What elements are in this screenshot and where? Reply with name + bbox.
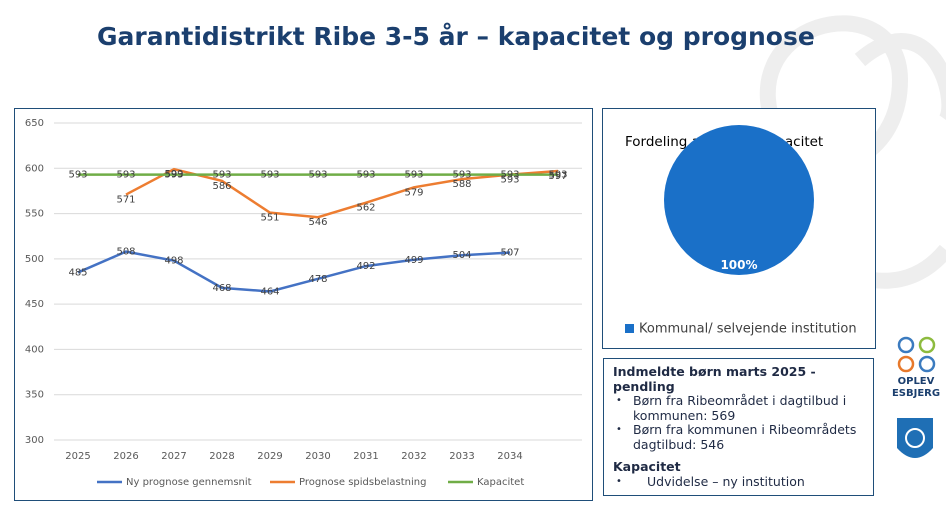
data-label: 508 <box>116 247 135 258</box>
y-tick-label: 450 <box>25 299 44 310</box>
data-label: 593 <box>356 170 375 181</box>
legend-label: Kapacitet <box>477 477 524 488</box>
data-label: 593 <box>404 170 423 181</box>
data-label: 507 <box>500 248 519 259</box>
y-tick-label: 550 <box>25 209 44 220</box>
x-tick-label: 2026 <box>113 451 138 462</box>
info-heading: Kapacitet <box>613 459 681 474</box>
y-tick-label: 500 <box>25 254 44 265</box>
data-label: 498 <box>164 256 183 267</box>
logo-text: OPLEV <box>898 376 935 387</box>
slide-title: Garantidistrikt Ribe 3-5 år – kapacitet … <box>97 22 815 51</box>
legend-swatch <box>625 324 634 333</box>
data-label: 485 <box>68 267 87 278</box>
data-label: 100% <box>720 258 757 272</box>
x-tick-label: 2027 <box>161 451 186 462</box>
data-label: 593 <box>68 170 87 181</box>
info-box: Indmeldte børn marts 2025 - pendling Bør… <box>603 358 874 496</box>
pie-slice <box>664 125 814 275</box>
info-list: Udvidelse – ny institution <box>613 474 873 490</box>
legend-label: Kommunal/ selvejende institution <box>639 322 857 337</box>
legend-label: Ny prognose gennemsnit <box>126 477 252 488</box>
data-label: 504 <box>452 250 471 261</box>
x-tick-label: 2025 <box>65 451 90 462</box>
data-label: 492 <box>356 261 375 272</box>
x-tick-label: 2031 <box>353 451 378 462</box>
data-label: 593 <box>212 170 231 181</box>
x-tick-label: 2029 <box>257 451 282 462</box>
data-label: 593 <box>500 170 519 181</box>
x-tick-label: 2028 <box>209 451 234 462</box>
info-bullet: Børn fra Ribeområdet i dagtilbud i kommu… <box>616 393 873 423</box>
info-list: Børn fra Ribeområdet i dagtilbud i kommu… <box>613 393 873 452</box>
data-label: 597 <box>548 171 567 182</box>
info-bullet: Udvidelse – ny institution <box>616 474 873 490</box>
data-label: 579 <box>404 187 423 198</box>
legend-label: Prognose spidsbelastning <box>299 477 426 488</box>
y-tick-label: 600 <box>25 163 44 174</box>
logo-text: ESBJERG <box>892 388 940 399</box>
x-tick-label: 2032 <box>401 451 426 462</box>
data-label: 562 <box>356 203 375 214</box>
data-label: 478 <box>308 274 327 285</box>
x-tick-label: 2034 <box>497 451 522 462</box>
data-label: 593 <box>260 170 279 181</box>
info-bullet: Børn fra kommunen i Ribeområdets dagtilb… <box>616 422 873 452</box>
data-label: 551 <box>260 213 279 224</box>
series-line <box>77 250 511 293</box>
data-label: 499 <box>404 255 423 266</box>
info-heading: Indmeldte børn marts 2025 - pendling <box>613 364 816 394</box>
data-label: 546 <box>308 217 327 228</box>
data-label: 593 <box>548 170 567 181</box>
data-label: 464 <box>260 286 279 297</box>
y-tick-label: 300 <box>25 435 44 446</box>
y-tick-label: 350 <box>25 390 44 401</box>
data-label: 588 <box>452 179 471 190</box>
y-tick-label: 650 <box>25 118 44 129</box>
data-label: 593 <box>164 170 183 181</box>
data-label: 571 <box>116 195 135 206</box>
data-label: 599 <box>164 169 183 180</box>
data-label: 468 <box>212 283 231 294</box>
data-label: 593 <box>452 170 471 181</box>
data-label: 586 <box>212 181 231 192</box>
data-label: 593 <box>308 170 327 181</box>
logo: OPLEV ESBJERG <box>892 336 940 458</box>
x-tick-label: 2033 <box>449 451 474 462</box>
x-tick-label: 2030 <box>305 451 330 462</box>
data-label: 593 <box>116 170 135 181</box>
y-tick-label: 400 <box>25 344 44 355</box>
data-label: 593 <box>500 175 519 186</box>
